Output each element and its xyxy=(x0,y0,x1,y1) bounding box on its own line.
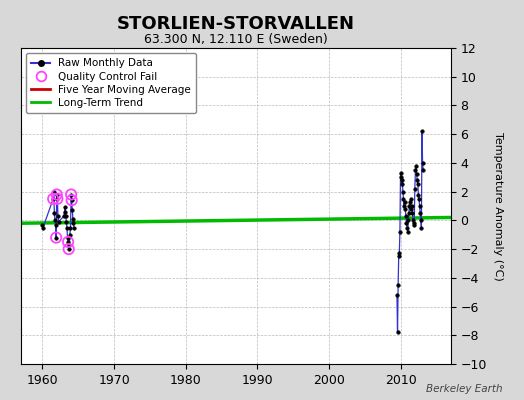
Legend: Raw Monthly Data, Quality Control Fail, Five Year Moving Average, Long-Term Tren: Raw Monthly Data, Quality Control Fail, … xyxy=(26,53,196,113)
Point xyxy=(68,197,76,204)
Point xyxy=(64,239,72,245)
Text: Berkeley Earth: Berkeley Earth xyxy=(427,384,503,394)
Point xyxy=(52,234,60,241)
Point xyxy=(52,191,61,198)
Point xyxy=(49,196,57,202)
Title: STORLIEN-STORVALLEN: STORLIEN-STORVALLEN xyxy=(117,14,355,32)
Y-axis label: Temperature Anomaly (°C): Temperature Anomaly (°C) xyxy=(494,132,504,280)
Text: 63.300 N, 12.110 E (Sweden): 63.300 N, 12.110 E (Sweden) xyxy=(144,34,328,46)
Point xyxy=(67,191,75,198)
Point xyxy=(64,246,73,252)
Point xyxy=(53,196,61,202)
